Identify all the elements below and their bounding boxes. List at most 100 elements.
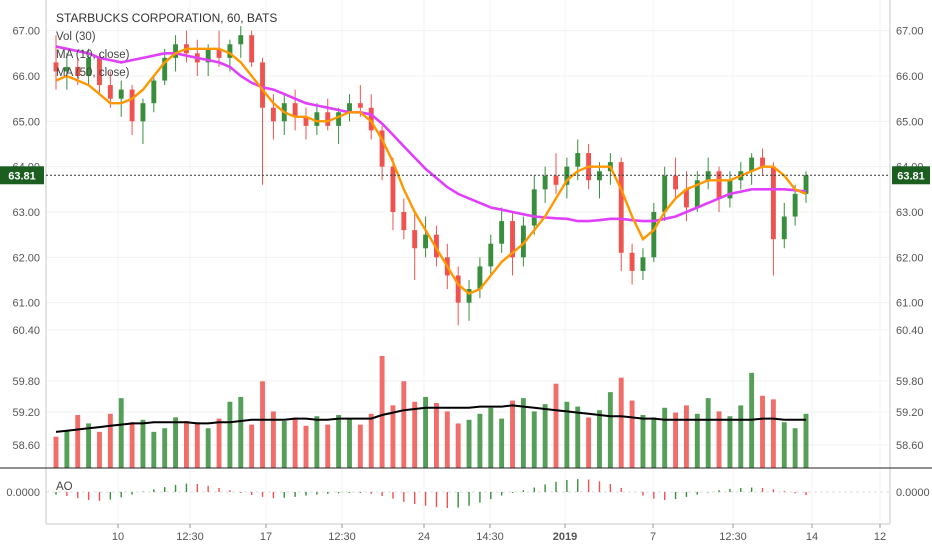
time-tick-label: 12:30 <box>176 531 204 543</box>
candle-body <box>662 175 668 212</box>
volume-bar <box>173 417 179 468</box>
volume-bar <box>183 421 189 468</box>
chart-title: STARBUCKS CORPORATION, 60, BATS <box>56 11 277 25</box>
volume-bar <box>303 425 309 468</box>
volume-bar <box>64 430 70 468</box>
volume-bar <box>314 416 320 468</box>
moving-averages <box>55 45 807 295</box>
volume-bar <box>564 401 570 468</box>
volume-bar <box>781 422 787 468</box>
volume-bar <box>651 417 657 468</box>
candle-body <box>216 48 222 58</box>
candle-body <box>357 103 363 108</box>
volume-tick-label-left: 59.80 <box>12 376 40 388</box>
candle-body <box>423 234 429 249</box>
volume-bar <box>53 436 59 468</box>
legend: STARBUCKS CORPORATION, 60, BATS Vol (30)… <box>56 11 277 493</box>
ao-tick-label-right: 0.0000 <box>896 487 930 499</box>
candle-body <box>53 62 59 72</box>
time-tick-label: 10 <box>112 531 124 543</box>
ao-pane <box>46 479 890 508</box>
candle-body <box>368 107 374 131</box>
volume-bar <box>520 398 526 468</box>
volume-bar <box>444 411 450 468</box>
price-tick-label-right: 65.00 <box>896 116 924 128</box>
candle-body <box>749 157 755 172</box>
candle-body <box>673 175 679 190</box>
last-price-badge-right <box>892 166 930 185</box>
candle-body <box>618 162 624 253</box>
volume-bar <box>325 424 331 468</box>
volume-bar <box>216 418 222 468</box>
candle-body <box>553 175 559 185</box>
candle-body <box>792 193 798 217</box>
candle-body <box>238 35 244 45</box>
candle-body <box>542 175 548 190</box>
candle-body <box>477 266 483 290</box>
volume-bar <box>553 383 559 468</box>
volume-pane <box>53 356 809 468</box>
volume-bar <box>129 422 135 468</box>
price-tick-label-left: 60.40 <box>12 325 40 337</box>
time-tick-label: 12 <box>874 531 886 543</box>
price-tick-label-left: 67.00 <box>12 26 40 38</box>
price-tick-label-left: 63.00 <box>12 207 40 219</box>
candle-body <box>651 212 657 258</box>
candle-body <box>173 44 179 58</box>
volume-tick-label-right: 59.80 <box>896 376 924 388</box>
candle-body <box>162 57 168 81</box>
candle-body <box>455 275 461 303</box>
candle-body <box>401 212 407 231</box>
volume-bar <box>194 422 200 468</box>
ao-label: AO <box>56 481 73 493</box>
volume-bar <box>390 405 396 468</box>
volume-bar <box>433 402 439 468</box>
volume-ma-line <box>55 404 806 433</box>
price-tick-label-right: 67.00 <box>896 26 924 38</box>
price-tick-label-left: 61.00 <box>12 298 40 310</box>
volume-bar <box>694 413 700 468</box>
candle-body <box>292 103 298 117</box>
volume-bar <box>379 356 385 468</box>
candle-body <box>336 112 342 126</box>
volume-bar <box>412 401 418 468</box>
price-tick-label-left: 65.00 <box>12 116 40 128</box>
candle-body <box>694 180 700 208</box>
volume-tick-label-left: 58.60 <box>12 440 40 452</box>
last-price-label-left: 63.81 <box>8 170 36 182</box>
time-tick-label: 7 <box>650 531 656 543</box>
candle-body <box>303 116 309 126</box>
volume-bar <box>347 418 352 468</box>
volume-bar <box>531 411 537 468</box>
volume-bar <box>238 396 244 468</box>
volume-bar <box>803 413 809 468</box>
candle-body <box>510 221 515 258</box>
candle-body <box>347 103 352 113</box>
volume-bar <box>629 400 635 468</box>
volume-bar <box>586 417 592 468</box>
volume-bar <box>760 395 765 468</box>
legend-ma50: MA (50, close) <box>56 67 130 79</box>
volume-tick-label-left: 59.20 <box>12 407 40 419</box>
candle-body <box>227 44 233 58</box>
last-price-label-right: 63.81 <box>897 170 925 182</box>
candle-body <box>325 112 331 126</box>
candle-body <box>575 153 581 167</box>
volume-bar <box>738 405 744 468</box>
candle-series <box>53 26 809 326</box>
candle-body <box>716 171 722 199</box>
candle-body <box>205 48 211 63</box>
volume-bar <box>705 398 711 468</box>
volume-bar <box>618 377 624 468</box>
volume-bar <box>357 424 363 468</box>
legend-ma10: MA (10, close) <box>56 49 130 61</box>
volume-bar <box>662 407 668 468</box>
volume-bar <box>249 424 255 468</box>
volume-bar <box>401 381 407 468</box>
volume-bar <box>107 413 113 468</box>
candle-body <box>129 89 135 122</box>
time-tick-label: 14:30 <box>476 531 504 543</box>
candle-body <box>629 252 635 271</box>
price-tick-label-right: 61.00 <box>896 298 924 310</box>
